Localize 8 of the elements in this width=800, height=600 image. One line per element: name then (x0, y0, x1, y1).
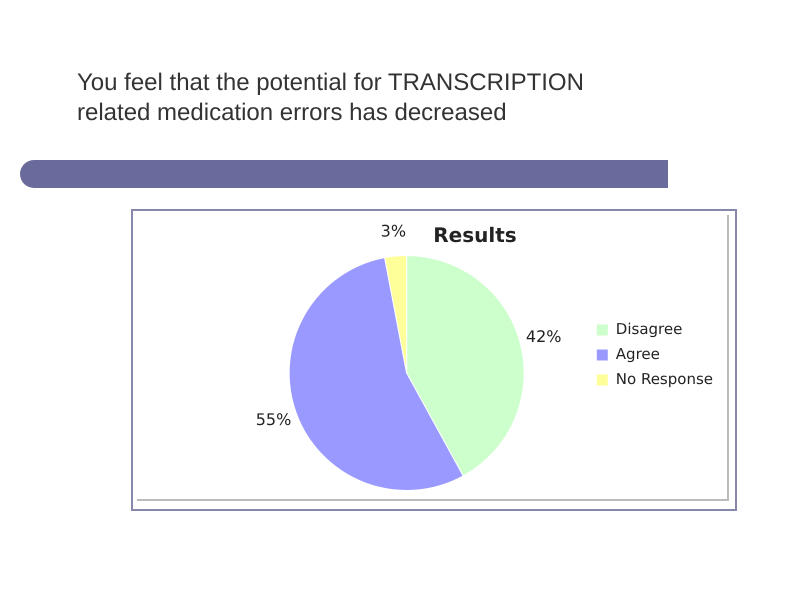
data-label: 55% (256, 410, 292, 430)
data-label: 3% (380, 221, 406, 240)
data-label: 42% (526, 326, 562, 346)
chart-subtitle: Results (433, 223, 517, 248)
legend-label: Agree (616, 344, 660, 363)
legend-label: No Response (616, 370, 714, 388)
legend-label: Disagree (616, 320, 682, 338)
chart-title: You feel that the potential for TRANSCRIPTION related medication errors has decreased (77, 68, 585, 128)
